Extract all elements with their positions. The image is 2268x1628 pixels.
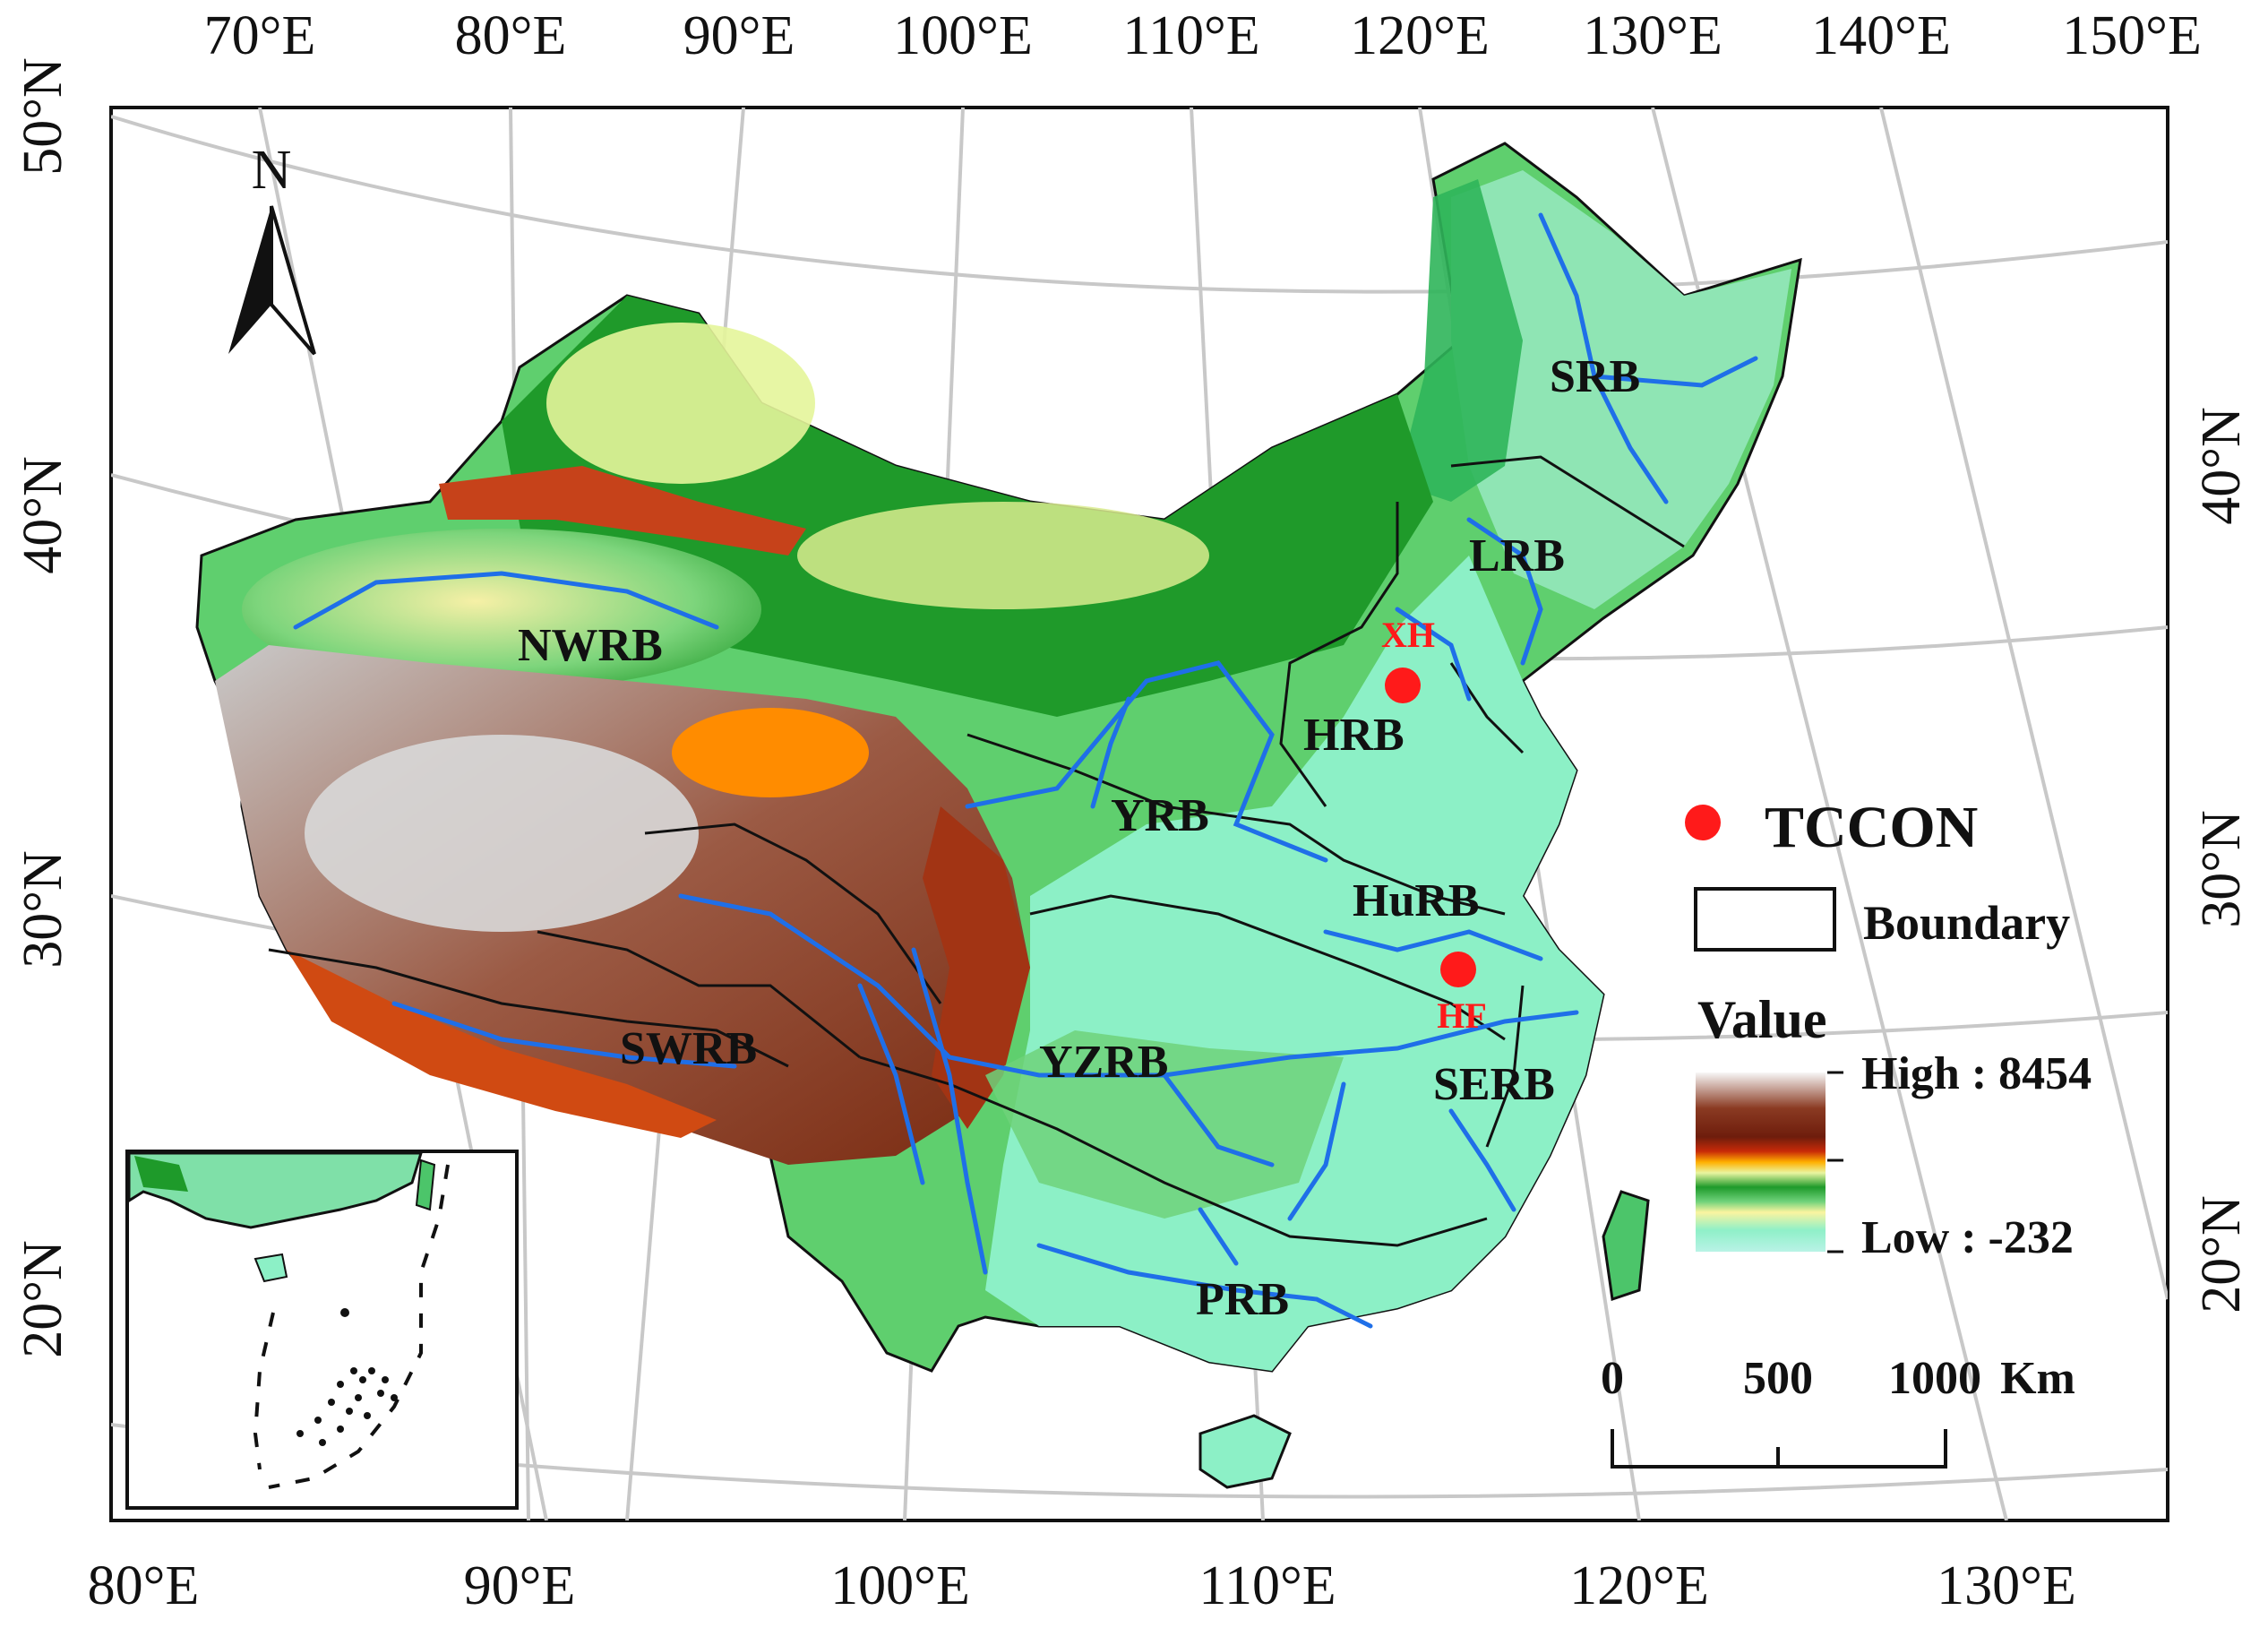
bottom-lon-label: 90°E xyxy=(464,1555,576,1616)
bottom-lon-label: 130°E xyxy=(1937,1555,2076,1616)
basin-label-lrb: LRB xyxy=(1469,530,1565,581)
plateau-snow xyxy=(305,735,699,932)
bottom-lon-label: 100°E xyxy=(830,1555,970,1616)
top-lon-label: 130°E xyxy=(1583,5,1722,66)
top-lon-label: 120°E xyxy=(1350,5,1490,66)
scale-tick-1000: 1000 xyxy=(1888,1353,1981,1404)
top-lon-label: 140°E xyxy=(1811,5,1951,66)
basin-label-srb: SRB xyxy=(1550,351,1640,402)
hengduan-mountains xyxy=(923,806,1030,1129)
station-label-hf: HF xyxy=(1437,995,1487,1036)
rivers xyxy=(293,212,1758,1329)
north-arrow-label: N xyxy=(252,140,292,201)
inset-map xyxy=(125,1150,519,1510)
scale-bar-line xyxy=(1611,1429,1947,1469)
inset-mainland xyxy=(127,1151,424,1229)
basin-labels: SRB LRB NWRB HRB YRB HuRB SWRB YZRB SERB… xyxy=(518,351,1640,1325)
left-lat-label: 20°N xyxy=(13,1240,73,1358)
inset-islands xyxy=(296,1308,398,1446)
basin-label-prb: PRB xyxy=(1196,1274,1289,1325)
right-lat-label: 40°N xyxy=(2191,407,2252,525)
top-lon-label: 100°E xyxy=(893,5,1033,66)
scale-tick-500: 500 xyxy=(1743,1353,1813,1404)
himalaya-edge xyxy=(287,950,717,1138)
scale-bar: 0 500 1000 Km xyxy=(1601,1353,2075,1469)
legend-tccon-label: TCCON xyxy=(1765,795,1978,860)
legend-high-label: High : 8454 xyxy=(1861,1048,2092,1099)
bottom-lon-label: 120°E xyxy=(1569,1555,1709,1616)
station-hf: HF xyxy=(1437,952,1487,1036)
greater-khingan xyxy=(1397,179,1523,502)
bottom-longitude-labels: 80°E 90°E 100°E 110°E 120°E 130°E xyxy=(88,1555,2076,1616)
top-lon-label: 70°E xyxy=(204,5,316,66)
hainan-island xyxy=(1198,1414,1292,1489)
legend-low-label: Low : -232 xyxy=(1861,1212,2074,1263)
tian-shan xyxy=(439,466,806,556)
qaidam-basin xyxy=(672,708,869,797)
left-lat-label: 50°N xyxy=(13,57,73,176)
top-longitude-labels: 70°E 80°E 90°E 100°E 110°E 120°E 130°E 1… xyxy=(204,5,2202,66)
scale-unit: Km xyxy=(2000,1353,2075,1404)
scale-tick-0: 0 xyxy=(1601,1353,1624,1404)
gobi-band xyxy=(797,502,1209,609)
legend: TCCON Boundary Value High : 8454 Low : -… xyxy=(1685,795,2092,1263)
bottom-lon-label: 110°E xyxy=(1198,1555,1336,1616)
left-lat-label: 30°N xyxy=(13,850,73,969)
station-marker-hf xyxy=(1440,952,1476,987)
right-latitude-labels: 40°N 30°N 20°N xyxy=(2191,407,2252,1314)
northeast-plains xyxy=(1451,170,1791,609)
inset-taiwan xyxy=(415,1159,436,1211)
inset-hainan xyxy=(253,1253,288,1283)
basin-label-yzrb: YZRB xyxy=(1039,1037,1168,1088)
top-lon-label: 80°E xyxy=(455,5,567,66)
inset-dash-line xyxy=(253,1164,450,1489)
legend-boundary-swatch xyxy=(1694,887,1836,952)
basin-label-hrb: HRB xyxy=(1303,710,1405,761)
legend-value-title: Value xyxy=(1697,990,1827,1049)
basin-label-serb: SERB xyxy=(1433,1059,1555,1110)
top-lon-label: 110°E xyxy=(1122,5,1259,66)
basin-label-yrb: YRB xyxy=(1111,790,1209,841)
station-label-xh: XH xyxy=(1381,615,1435,655)
tarim-basin xyxy=(242,529,761,690)
north-arrow-icon xyxy=(228,206,271,354)
legend-tccon-marker xyxy=(1685,805,1721,840)
legend-boundary-label: Boundary xyxy=(1863,896,2070,950)
right-lat-label: 20°N xyxy=(2191,1195,2252,1314)
left-latitude-labels: 50°N 40°N 30°N 20°N xyxy=(13,57,73,1358)
station-marker-xh xyxy=(1385,668,1421,703)
station-xh: XH xyxy=(1381,615,1435,703)
legend-color-ramp xyxy=(1696,1072,1826,1252)
left-lat-label: 40°N xyxy=(13,456,73,574)
bottom-lon-label: 80°E xyxy=(88,1555,200,1616)
top-lon-label: 90°E xyxy=(683,5,795,66)
basin-label-hurb: HuRB xyxy=(1353,875,1480,926)
basin-label-swrb: SWRB xyxy=(620,1023,757,1074)
taiwan-island xyxy=(1602,1190,1650,1301)
right-lat-label: 30°N xyxy=(2191,810,2252,928)
dzungaria-basin xyxy=(546,323,815,484)
north-arrow: N xyxy=(228,140,316,356)
basin-label-nwrb: NWRB xyxy=(518,620,663,671)
top-lon-label: 150°E xyxy=(2062,5,2202,66)
